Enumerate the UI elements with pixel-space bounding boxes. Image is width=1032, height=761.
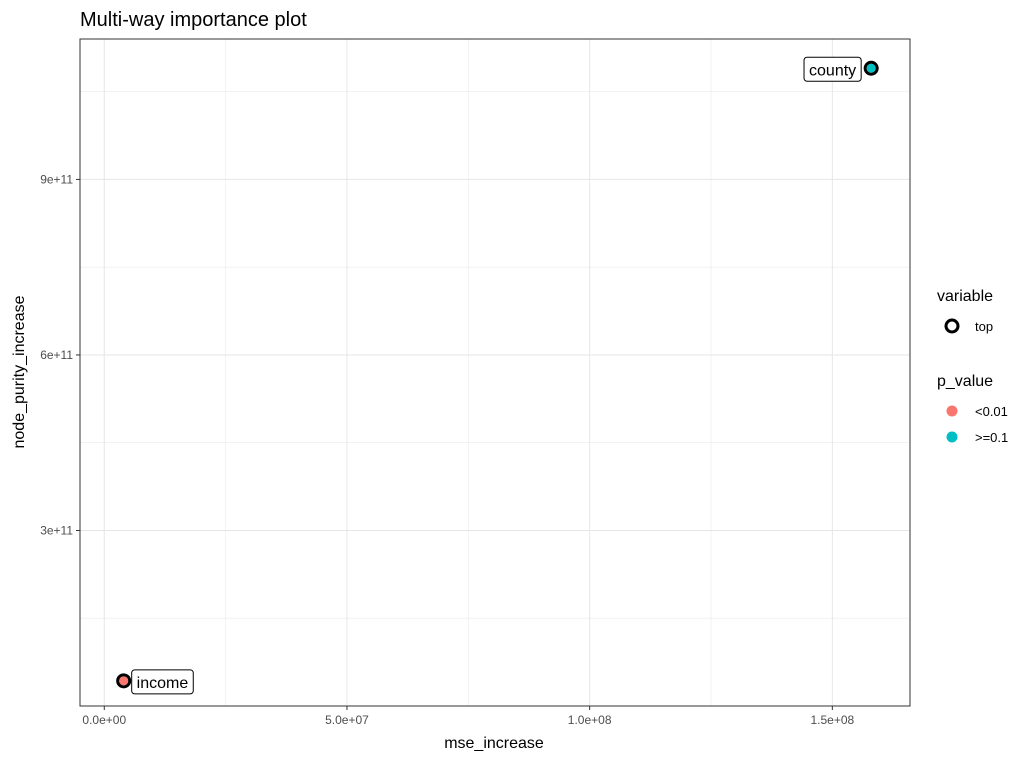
panel-border bbox=[79, 38, 911, 707]
data-point-county bbox=[863, 60, 879, 76]
legend-group-variable: variable top bbox=[937, 288, 993, 334]
legend-ring-key bbox=[944, 318, 960, 334]
plot-panel bbox=[79, 38, 911, 707]
point-label-income: income bbox=[131, 669, 194, 695]
x-tick-label: 1.5e+08 bbox=[810, 713, 854, 727]
point-label-box bbox=[131, 669, 194, 695]
x-axis-title: mse_increase bbox=[444, 735, 544, 752]
point-dot bbox=[866, 63, 876, 73]
y-tick-label: 3e+11 bbox=[40, 523, 73, 537]
x-axis: 0.0e+00 5.0e+07 1.0e+08 1.5e+08 bbox=[82, 706, 855, 727]
point-labels: county income bbox=[131, 56, 862, 695]
data-points bbox=[116, 60, 879, 689]
x-tick-label: 1.0e+08 bbox=[568, 713, 612, 727]
point-dot bbox=[119, 676, 129, 686]
point-label-text: county bbox=[809, 62, 856, 79]
point-label-text: income bbox=[137, 675, 189, 692]
legend-entry: top bbox=[944, 318, 993, 334]
legend-dot-key bbox=[946, 405, 958, 417]
legend-label: <0.01 bbox=[975, 404, 1008, 419]
legend-entry: >=0.1 bbox=[946, 430, 1008, 445]
point-label-box bbox=[803, 56, 862, 82]
y-tick-label: 9e+11 bbox=[40, 172, 73, 186]
legend-title: variable bbox=[937, 288, 993, 305]
y-axis: 3e+11 6e+11 9e+11 bbox=[40, 172, 80, 537]
point-ring bbox=[116, 673, 132, 689]
data-point-income bbox=[116, 673, 132, 689]
chart-title: Multi-way importance plot bbox=[80, 9, 307, 31]
point-label-county: county bbox=[803, 56, 862, 82]
legend-title: p_value bbox=[937, 373, 993, 390]
legend-entry: <0.01 bbox=[946, 404, 1008, 419]
minor-gridlines bbox=[80, 39, 910, 706]
y-tick-label: 6e+11 bbox=[40, 348, 73, 362]
x-tick-label: 0.0e+00 bbox=[82, 713, 126, 727]
legend-dot-key bbox=[946, 431, 958, 443]
point-ring bbox=[863, 60, 879, 76]
x-tick-label: 5.0e+07 bbox=[325, 713, 369, 727]
legend-label: >=0.1 bbox=[975, 430, 1008, 445]
legend-group-p_value: p_value <0.01 >=0.1 bbox=[937, 373, 1008, 445]
major-gridlines bbox=[80, 39, 910, 706]
legend-label: top bbox=[975, 319, 993, 334]
legend: variable top p_value <0.01 >=0.1 bbox=[937, 288, 1008, 445]
y-axis-title: node_purity_increase bbox=[11, 295, 28, 448]
